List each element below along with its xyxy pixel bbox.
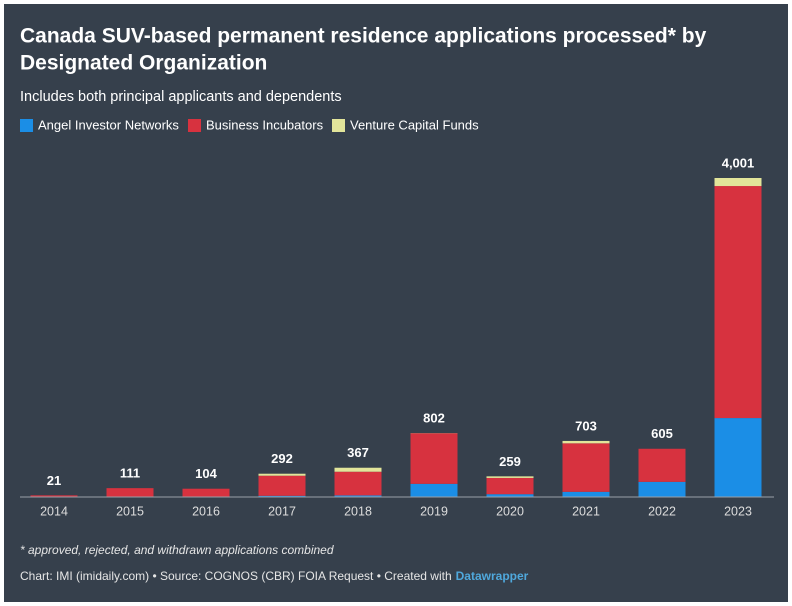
- bar-segment: [334, 471, 382, 496]
- bar-segment: [714, 178, 762, 187]
- chart-title: Canada SUV-based permanent residence app…: [20, 25, 707, 48]
- chart-frame: [4, 4, 788, 602]
- total-label: 111: [120, 466, 140, 481]
- x-tick-label: 2014: [40, 504, 68, 518]
- total-label: 605: [651, 426, 673, 441]
- footnote: * approved, rejected, and withdrawn appl…: [20, 543, 334, 557]
- legend-swatch: [332, 119, 345, 132]
- x-tick-label: 2015: [116, 504, 144, 518]
- bar-segment: [714, 418, 762, 497]
- bar-segment: [562, 440, 610, 444]
- bar-segment: [410, 433, 458, 484]
- chart-title: Designated Organization: [20, 52, 267, 75]
- bar-segment: [638, 481, 686, 497]
- bar-segment: [30, 495, 78, 497]
- total-label: 703: [575, 418, 597, 433]
- x-tick-label: 2019: [420, 504, 448, 518]
- bar-segment: [258, 475, 306, 496]
- bar-segment: [486, 476, 534, 478]
- bar-segment: [258, 473, 306, 476]
- legend-label: Venture Capital Funds: [350, 117, 479, 132]
- x-tick-label: 2022: [648, 504, 676, 518]
- bar-segment: [562, 443, 610, 492]
- x-tick-label: 2023: [724, 504, 752, 518]
- total-label: 292: [271, 451, 293, 466]
- bar-segment: [562, 491, 610, 497]
- bar-segment: [258, 495, 306, 497]
- legend-label: Angel Investor Networks: [38, 117, 179, 132]
- bar-segment: [334, 467, 382, 472]
- credit-text: Chart: IMI (imidaily.com) • Source: COGN…: [20, 569, 452, 583]
- x-tick-label: 2020: [496, 504, 524, 518]
- bar-segment: [410, 483, 458, 497]
- total-label: 802: [423, 410, 445, 425]
- credit: Chart: IMI (imidaily.com) • Source: COGN…: [20, 569, 529, 583]
- total-label: 259: [499, 454, 521, 469]
- bar-segment: [106, 488, 154, 497]
- x-tick-label: 2017: [268, 504, 296, 518]
- legend-swatch: [20, 119, 33, 132]
- legend-swatch: [188, 119, 201, 132]
- bar-segment: [334, 495, 382, 497]
- x-tick-label: 2016: [192, 504, 220, 518]
- chart-subtitle: Includes both principal applicants and d…: [20, 89, 342, 105]
- bar-segment: [638, 448, 686, 482]
- x-tick-label: 2018: [344, 504, 372, 518]
- total-label: 4,001: [722, 155, 755, 170]
- total-label: 21: [47, 473, 61, 488]
- credit-link[interactable]: Datawrapper: [456, 569, 529, 583]
- x-tick-label: 2021: [572, 504, 600, 518]
- total-label: 104: [195, 466, 217, 481]
- legend-label: Business Incubators: [206, 117, 324, 132]
- bar-segment: [714, 186, 762, 419]
- bar-segment: [486, 477, 534, 495]
- total-label: 367: [347, 445, 369, 460]
- bar-segment: [486, 494, 534, 497]
- bar-segment: [182, 488, 230, 497]
